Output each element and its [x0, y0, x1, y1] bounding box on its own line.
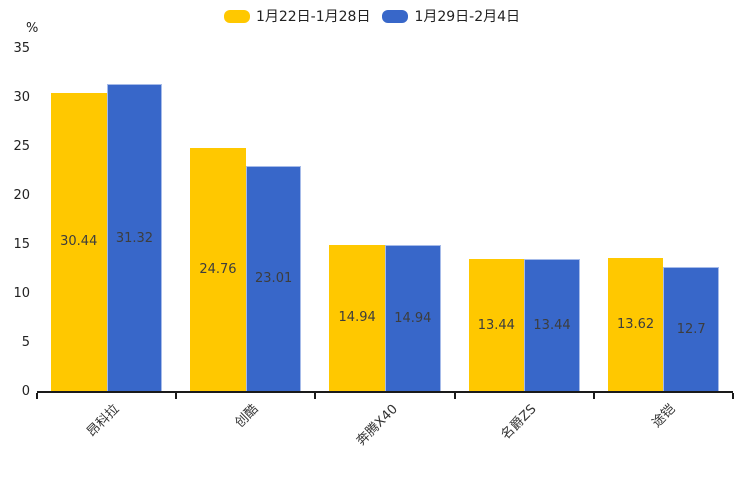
bar: 24.76	[190, 148, 246, 391]
y-tick-label: 10	[13, 286, 30, 301]
y-tick-label: 35	[13, 41, 30, 56]
bar-value-label: 30.44	[60, 234, 98, 250]
bar: 13.44	[524, 259, 580, 391]
category-label: 创酷	[232, 401, 262, 431]
bar: 23.01	[245, 165, 302, 391]
category-label: 名爵ZS	[498, 401, 540, 443]
bar-value-label: 12.7	[676, 321, 706, 337]
legend-swatch	[223, 9, 250, 23]
y-tick-label: 20	[13, 188, 30, 203]
bar: 13.44	[468, 259, 525, 391]
bar-value-label: 23.01	[255, 271, 293, 287]
bar: 14.94	[329, 244, 385, 391]
x-axis-tick	[732, 393, 734, 399]
bar: 13.62	[607, 257, 664, 391]
legend-label: 1月29日-2月4日	[414, 9, 521, 25]
bar-value-label: 14.94	[338, 310, 376, 326]
x-axis-tick	[175, 393, 178, 399]
bar: 30.44	[50, 92, 107, 391]
x-axis-tick	[36, 393, 38, 399]
y-axis-unit-label: %	[26, 21, 39, 36]
y-tick-label: 25	[13, 139, 30, 154]
x-axis-line	[37, 391, 733, 393]
y-tick-label: 15	[13, 237, 30, 252]
legend-swatch	[382, 9, 409, 23]
category-label: 昂科拉	[83, 401, 123, 441]
x-axis-tick	[314, 393, 317, 399]
bar-value-label: 14.94	[394, 310, 432, 326]
bar: 31.32	[106, 84, 163, 391]
bar-value-label: 31.32	[115, 230, 154, 246]
bar-value-label: 13.44	[477, 317, 515, 333]
y-tick-label: 0	[21, 384, 30, 399]
bar: 14.94	[385, 244, 441, 391]
x-axis-tick	[592, 393, 595, 399]
legend-item[interactable]: 1月29日-2月4日	[382, 6, 520, 26]
y-tick-label: 30	[13, 90, 30, 105]
legend: 1月22日-1月28日 1月29日-2月4日	[0, 6, 744, 26]
bar: 12.7	[663, 266, 720, 391]
bar-value-label: 13.44	[533, 318, 571, 334]
x-axis-tick	[453, 393, 456, 399]
bar-value-label: 24.76	[199, 262, 237, 278]
legend-item[interactable]: 1月22日-1月28日	[223, 6, 371, 26]
legend-label: 1月22日-1月28日	[255, 9, 371, 25]
category-label: 途铠	[649, 401, 679, 431]
bar-value-label: 13.62	[616, 316, 655, 332]
category-label: 奔腾X40	[353, 401, 401, 449]
y-tick-label: 5	[21, 335, 30, 350]
